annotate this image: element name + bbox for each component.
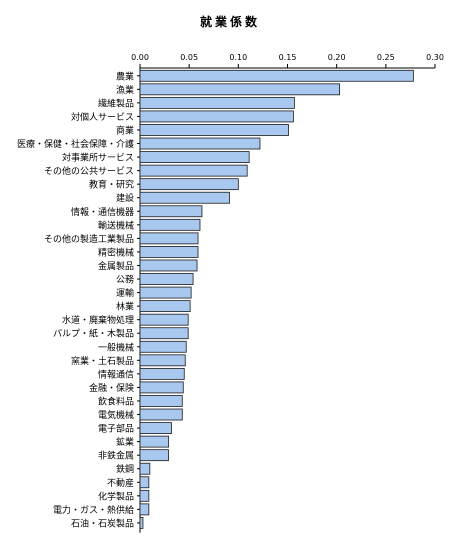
bar (139, 164, 248, 177)
category-label: 農業 (116, 70, 134, 82)
category-label: 林業 (116, 301, 134, 313)
bar (139, 367, 185, 380)
bar (139, 124, 289, 136)
bars (139, 69, 414, 529)
category-label: 石油・石炭製品 (71, 517, 134, 529)
x-tick-label: 0.25 (377, 53, 395, 62)
bar (139, 408, 183, 421)
category-label: 金属製品 (98, 260, 134, 272)
bar (139, 137, 261, 150)
category-label: 対事業所サービス (62, 152, 134, 164)
bar (139, 246, 199, 258)
category-label: 化学製品 (98, 490, 134, 502)
x-tick-label: 0.10 (229, 53, 247, 62)
bar (139, 273, 194, 285)
bar (139, 381, 184, 394)
category-label: 公務 (116, 274, 134, 286)
bar (139, 517, 144, 529)
category-label: 非鉄金属 (98, 450, 134, 462)
x-tick-label: 0.15 (279, 53, 297, 62)
category-label: 漁業 (116, 84, 134, 96)
category-label: 医療・保健・社会保障・介護 (17, 138, 134, 150)
x-tick-label: 0.20 (328, 53, 346, 62)
bar (139, 313, 189, 326)
bar (139, 395, 183, 407)
category-label: 情報・通信機器 (71, 206, 134, 218)
bar (139, 435, 169, 448)
category-label: パルプ・紙・木製品 (53, 328, 134, 340)
category-label: 情報通信 (98, 368, 134, 380)
category-label: その他の公共サービス (44, 165, 134, 177)
bar (139, 462, 151, 475)
bar (139, 259, 198, 272)
bar (139, 503, 150, 516)
bar (139, 300, 191, 313)
category-label: 飲食料品 (98, 395, 134, 407)
bar (139, 489, 150, 502)
category-label: 電子部品 (98, 423, 134, 435)
category-label: 金融・保険 (89, 382, 134, 394)
category-label: 精密機械 (98, 246, 134, 258)
chart-title: 就業係数 (200, 14, 260, 29)
bar (139, 110, 294, 123)
bar (139, 327, 189, 340)
bar (139, 218, 201, 231)
x-tick-label: 0.30 (426, 53, 444, 62)
category-label: 対個人サービス (71, 111, 134, 123)
category-label: 一般機械 (98, 341, 134, 353)
bar (139, 286, 192, 299)
category-label: その他の製造工業製品 (44, 233, 134, 245)
bar (139, 205, 203, 218)
bar (139, 476, 150, 489)
bar (139, 232, 199, 245)
bar (139, 151, 250, 163)
bar (139, 191, 230, 204)
category-label: 窯業・土石製品 (71, 355, 134, 367)
category-label: 鉄鋼 (116, 463, 134, 475)
category-label: 建設 (116, 192, 134, 204)
category-labels: 農業漁業繊維製品対個人サービス商業医療・保健・社会保障・介護対事業所サービスその… (17, 70, 134, 529)
bar (139, 69, 414, 82)
category-label: 水道・廃棄物処理 (62, 314, 134, 326)
bar (139, 354, 186, 367)
bar (139, 178, 239, 191)
x-tick-label: 0.05 (180, 53, 198, 62)
category-label: 電力・ガス・熱供給 (53, 504, 134, 516)
x-tick-label: 0.00 (131, 53, 149, 62)
category-label: 電気機械 (98, 409, 134, 421)
bar (139, 422, 172, 434)
category-label: 鉱業 (116, 436, 134, 448)
category-label: 運輸 (116, 287, 134, 299)
category-label: 商業 (116, 124, 134, 136)
category-label: 繊維製品 (98, 97, 134, 109)
bar (139, 340, 187, 353)
bar (139, 83, 341, 96)
category-label: 教育・研究 (89, 179, 134, 191)
bar (139, 96, 295, 109)
bar (139, 449, 169, 462)
category-label: 不動産 (107, 477, 134, 489)
category-label: 輸送機械 (98, 219, 134, 231)
